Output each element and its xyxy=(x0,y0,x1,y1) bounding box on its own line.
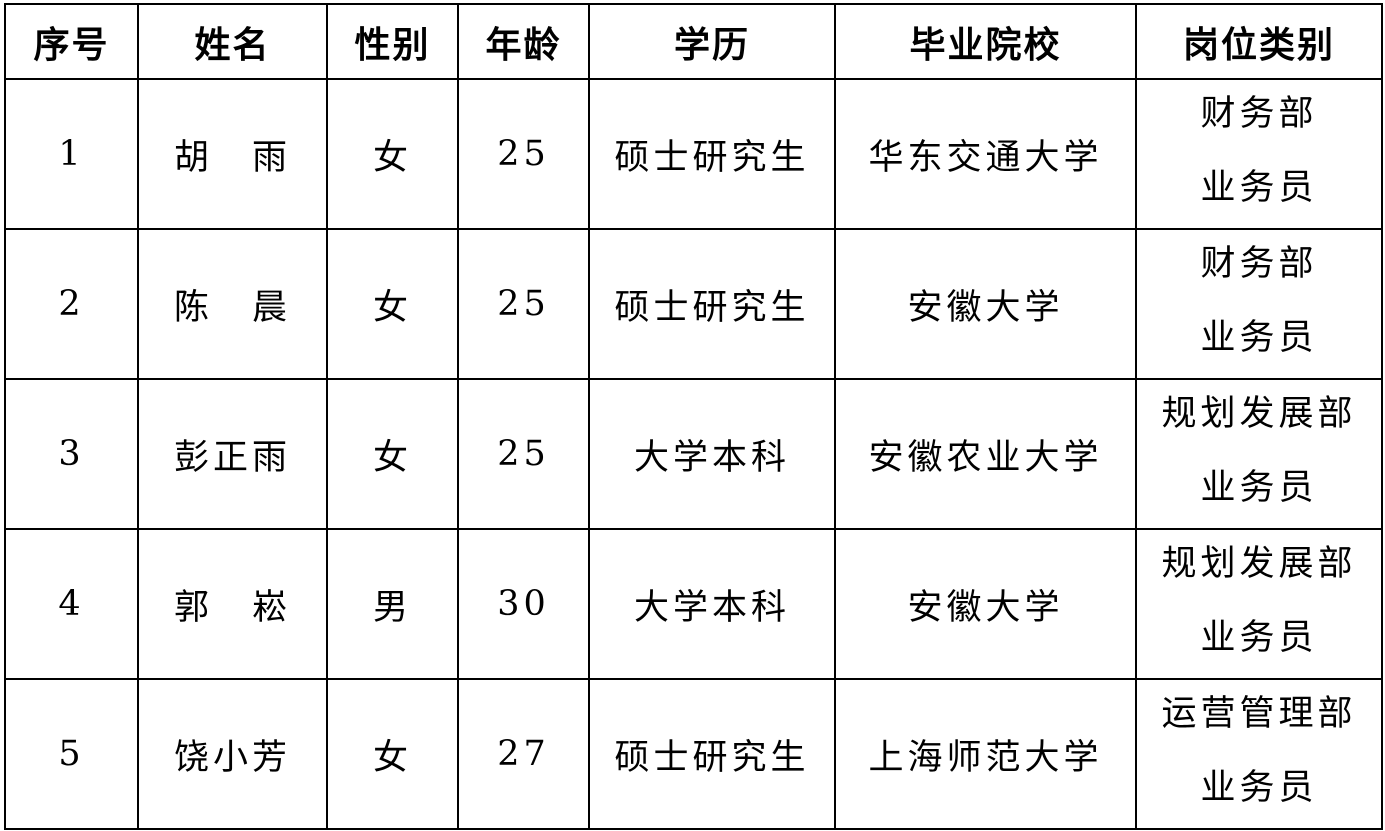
cell-age: 25 xyxy=(457,378,590,530)
cell-job: 财务部 业务员 xyxy=(1135,78,1383,230)
cell-no: 2 xyxy=(4,228,139,380)
job-line: 业务员 xyxy=(1200,168,1318,208)
cell-education: 大学本科 xyxy=(588,528,836,680)
job-line: 规划发展部 xyxy=(1161,394,1357,434)
header-job: 岗位类别 xyxy=(1135,3,1383,80)
cell-school: 安徽大学 xyxy=(834,528,1137,680)
header-name: 姓名 xyxy=(137,3,328,80)
cell-gender: 女 xyxy=(326,678,459,830)
cell-job: 财务部 业务员 xyxy=(1135,228,1383,380)
cell-education: 大学本科 xyxy=(588,378,836,530)
cell-school: 华东交通大学 xyxy=(834,78,1137,230)
cell-job: 规划发展部 业务员 xyxy=(1135,528,1383,680)
cell-job: 规划发展部 业务员 xyxy=(1135,378,1383,530)
cell-no: 3 xyxy=(4,378,139,530)
cell-school: 安徽农业大学 xyxy=(834,378,1137,530)
job-line: 财务部 xyxy=(1200,244,1318,284)
cell-age: 25 xyxy=(457,78,590,230)
cell-name: 彭正雨 xyxy=(137,378,328,530)
header-age: 年龄 xyxy=(457,3,590,80)
cell-name: 饶小芳 xyxy=(137,678,328,830)
job-line: 规划发展部 xyxy=(1161,544,1357,584)
cell-job: 运营管理部 业务员 xyxy=(1135,678,1383,830)
cell-education: 硕士研究生 xyxy=(588,228,836,380)
job-line: 业务员 xyxy=(1200,468,1318,508)
header-school: 毕业院校 xyxy=(834,3,1137,80)
cell-gender: 女 xyxy=(326,78,459,230)
cell-age: 30 xyxy=(457,528,590,680)
cell-no: 5 xyxy=(4,678,139,830)
cell-name: 陈 晨 xyxy=(137,228,328,380)
table-row: 5 饶小芳女 27 硕士研究生 上海师范大学 运营管理部业务员 xyxy=(4,678,1383,830)
cell-gender: 男 xyxy=(326,528,459,680)
job-line: 财务部 xyxy=(1200,94,1318,134)
cell-name: 郭 崧 xyxy=(137,528,328,680)
job-line: 业务员 xyxy=(1200,318,1318,358)
cell-education: 硕士研究生 xyxy=(588,78,836,230)
header-education: 学历 xyxy=(588,3,836,80)
cell-gender: 女 xyxy=(326,378,459,530)
job-line: 业务员 xyxy=(1200,618,1318,658)
header-gender: 性别 xyxy=(326,3,459,80)
header-row: 序号 姓名 性别 年龄 学历 毕业院校 岗位类别 xyxy=(4,3,1383,80)
header-no: 序号 xyxy=(4,3,139,80)
cell-education: 硕士研究生 xyxy=(588,678,836,830)
cell-name: 胡 雨 xyxy=(137,78,328,230)
cell-gender: 女 xyxy=(326,228,459,380)
cell-age: 25 xyxy=(457,228,590,380)
cell-age: 27 xyxy=(457,678,590,830)
cell-school: 安徽大学 xyxy=(834,228,1137,380)
cell-no: 4 xyxy=(4,528,139,680)
job-line: 业务员 xyxy=(1200,768,1318,808)
job-line: 运营管理部 xyxy=(1161,694,1357,734)
cell-no: 1 xyxy=(4,78,139,230)
cell-school: 上海师范大学 xyxy=(834,678,1137,830)
table-row: 3 彭正雨女 25 大学本科 安徽农业大学 规划发展部业务员 xyxy=(4,378,1383,530)
